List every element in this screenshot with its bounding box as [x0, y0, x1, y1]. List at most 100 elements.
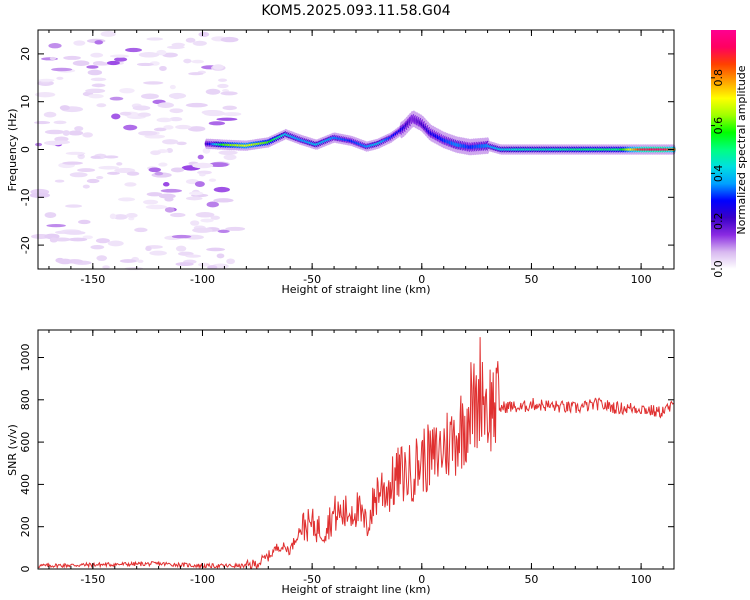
x-tick-label: 0 — [418, 273, 425, 286]
noise-blob — [67, 130, 84, 136]
noise-blob — [212, 64, 224, 70]
noise-blob — [49, 56, 57, 61]
noise-blob — [176, 141, 187, 146]
noise-blob — [114, 57, 128, 62]
noise-blob — [146, 192, 163, 197]
noise-blob — [29, 192, 51, 199]
noise-blob — [49, 237, 58, 243]
noise-blob — [96, 176, 104, 180]
noise-blob — [175, 124, 192, 130]
noise-blob — [171, 42, 185, 47]
noise-blob — [106, 60, 120, 66]
noise-blob — [35, 142, 43, 147]
noise-blob — [198, 173, 206, 177]
noise-blob — [202, 147, 211, 154]
noise-blob — [185, 37, 196, 43]
noise-blob — [72, 60, 90, 66]
noise-blob — [113, 214, 128, 220]
noise-blob — [156, 117, 172, 123]
y-tick-label: 20 — [19, 47, 32, 61]
noise-blob — [145, 204, 168, 210]
noise-blob — [205, 88, 221, 95]
colorbar-tick-label: 0.0 — [712, 260, 725, 278]
noise-blob — [34, 121, 51, 125]
snr-series-line — [37, 337, 674, 570]
noise-blob — [48, 43, 62, 49]
noise-blob — [185, 102, 208, 108]
noise-blob — [43, 111, 57, 118]
noise-blob — [192, 162, 214, 169]
noise-blob — [38, 78, 55, 82]
noise-blob — [96, 103, 107, 108]
noise-blob — [90, 77, 107, 82]
snr-background — [38, 330, 674, 569]
noise-blob — [188, 72, 204, 76]
noise-blob — [185, 196, 203, 201]
y-tick-label: 200 — [19, 516, 32, 537]
noise-blob — [168, 92, 187, 99]
noise-blob — [197, 262, 210, 267]
noise-blob — [125, 47, 142, 53]
noise-blob — [149, 250, 167, 256]
noise-blob — [220, 36, 239, 43]
snr-y-ticks: 0 200 400 600 800 1000 — [19, 343, 674, 573]
noise-blob — [146, 37, 164, 41]
noise-blob — [59, 105, 70, 111]
noise-blob — [218, 150, 238, 156]
y-tick-label: -10 — [19, 188, 32, 206]
noise-blob — [114, 167, 136, 173]
snr-panel: -150 -100 -50 0 50 100 0 200 400 600 800 1000 Heig… — [6, 329, 675, 596]
noise-blob — [175, 262, 194, 267]
noise-blob — [134, 227, 148, 233]
noise-blob — [160, 188, 183, 193]
noise-blob — [192, 227, 213, 233]
noise-blob — [107, 240, 124, 247]
noise-blob — [190, 220, 200, 226]
noise-blob — [187, 126, 206, 132]
noise-blob — [46, 223, 66, 228]
y-tick-label: -20 — [19, 236, 32, 254]
spectrogram-x-axis-label: Height of straight line (km) — [281, 283, 430, 296]
noise-blob — [68, 237, 88, 242]
noise-blob — [65, 151, 86, 155]
noise-blob — [85, 88, 106, 94]
noise-blob — [213, 198, 234, 203]
noise-blob — [116, 162, 123, 166]
snr-x-ticks: -150 -100 -50 0 50 100 — [48, 330, 664, 586]
colorbar: 0.0 0.2 0.4 0.6 0.8 Normalized spectral ampl… — [711, 30, 748, 278]
noise-blob — [195, 212, 215, 218]
noise-blob — [183, 58, 192, 64]
y-tick-label: 10 — [19, 95, 32, 109]
x-tick-label: -150 — [80, 573, 105, 586]
x-tick-label: 50 — [524, 573, 538, 586]
noise-blob — [162, 182, 170, 187]
noise-blob — [137, 259, 144, 263]
noise-blob — [166, 147, 173, 153]
noise-blob — [109, 96, 124, 101]
noise-blob — [158, 162, 168, 167]
noise-blob — [138, 130, 158, 136]
noise-blob — [208, 162, 229, 168]
colorbar-gradient — [711, 30, 736, 269]
spectrogram-y-axis-label: Frequency (Hz) — [6, 109, 19, 192]
noise-blob — [216, 253, 225, 259]
x-tick-label: 50 — [524, 273, 538, 286]
noise-blob — [141, 93, 159, 100]
colorbar-tick-label: 0.4 — [712, 165, 725, 183]
noise-blob — [150, 150, 161, 156]
noise-blob — [94, 40, 104, 45]
colorbar-tick-label: 0.8 — [712, 69, 725, 87]
noise-blob — [93, 62, 111, 66]
noise-blob — [198, 31, 210, 38]
noise-blob — [185, 254, 202, 258]
noise-blob — [102, 265, 110, 269]
noise-blob — [132, 105, 151, 111]
noise-blob — [57, 258, 73, 265]
noise-blob — [63, 230, 86, 235]
snr-x-axis-label: Height of straight line (km) — [281, 583, 430, 596]
noise-blob — [100, 31, 116, 37]
noise-blob — [90, 52, 104, 58]
noise-blob — [162, 139, 179, 145]
y-tick-label: 600 — [19, 432, 32, 453]
